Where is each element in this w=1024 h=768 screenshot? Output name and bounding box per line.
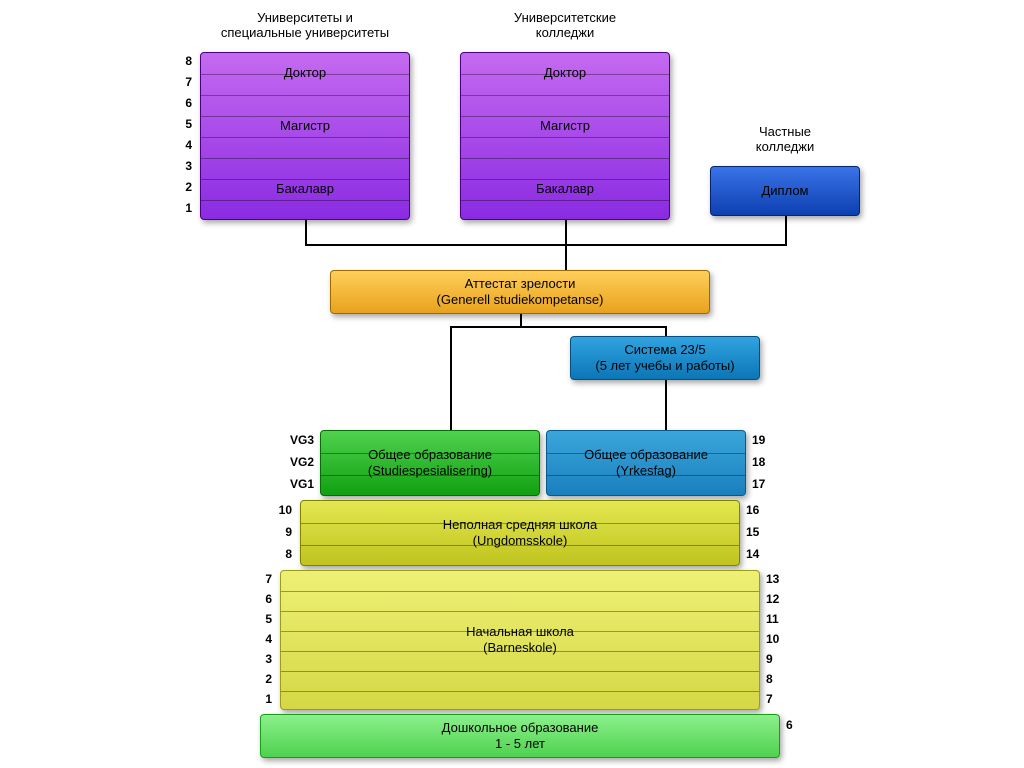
degree-label: Доктор <box>460 65 670 80</box>
grade-label: 4 <box>244 632 272 646</box>
degree-label: Доктор <box>200 65 410 80</box>
private-college-box: Диплом <box>710 166 860 216</box>
primary-school-box: Начальная школа(Barneskole) <box>280 570 760 710</box>
vg-level-label: VG2 <box>276 455 314 469</box>
header-universities: Университеты и специальные университеты <box>180 10 430 40</box>
higher-ed-year-label: 3 <box>164 159 192 173</box>
preschool-box: Дошкольное образование1 - 5 лет <box>260 714 780 758</box>
vocational-education-box: Общее образование(Yrkesfag) <box>546 430 746 496</box>
grade-label: 5 <box>244 612 272 626</box>
vg-level-label: VG3 <box>276 433 314 447</box>
age-label: 9 <box>766 652 794 666</box>
grade-label: 1 <box>244 692 272 706</box>
higher-ed-year-label: 4 <box>164 138 192 152</box>
age-label: 11 <box>766 612 794 626</box>
age-label: 10 <box>766 632 794 646</box>
age-label: 14 <box>746 547 776 561</box>
grade-label: 8 <box>262 547 292 561</box>
degree-label: Магистр <box>200 118 410 133</box>
age-label: 19 <box>752 433 782 447</box>
degree-label: Бакалавр <box>200 181 410 196</box>
certificate-box: Аттестат зрелости(Generell studiekompeta… <box>330 270 710 314</box>
degree-label: Бакалавр <box>460 181 670 196</box>
lower-secondary-box: Неполная средняя школа(Ungdomsskole) <box>300 500 740 566</box>
higher-ed-year-label: 6 <box>164 96 192 110</box>
age-label: 18 <box>752 455 782 469</box>
age-label: 6 <box>786 718 814 732</box>
higher-ed-year-label: 1 <box>164 201 192 215</box>
age-label: 7 <box>766 692 794 706</box>
grade-label: 9 <box>262 525 292 539</box>
degree-label: Магистр <box>460 118 670 133</box>
header-private-colleges: Частные колледжи <box>690 124 880 154</box>
header-colleges: Университетские колледжи <box>440 10 690 40</box>
grade-label: 10 <box>262 503 292 517</box>
higher-ed-year-label: 5 <box>164 117 192 131</box>
age-label: 16 <box>746 503 776 517</box>
vg-level-label: VG1 <box>276 477 314 491</box>
system-235-box: Система 23/5(5 лет учебы и работы) <box>570 336 760 380</box>
age-label: 12 <box>766 592 794 606</box>
grade-label: 2 <box>244 672 272 686</box>
higher-ed-year-label: 8 <box>164 54 192 68</box>
grade-label: 3 <box>244 652 272 666</box>
age-label: 13 <box>766 572 794 586</box>
age-label: 15 <box>746 525 776 539</box>
grade-label: 7 <box>244 572 272 586</box>
grade-label: 6 <box>244 592 272 606</box>
higher-ed-year-label: 7 <box>164 75 192 89</box>
higher-ed-year-label: 2 <box>164 180 192 194</box>
general-education-box: Общее образование(Studiespesialisering) <box>320 430 540 496</box>
age-label: 17 <box>752 477 782 491</box>
age-label: 8 <box>766 672 794 686</box>
